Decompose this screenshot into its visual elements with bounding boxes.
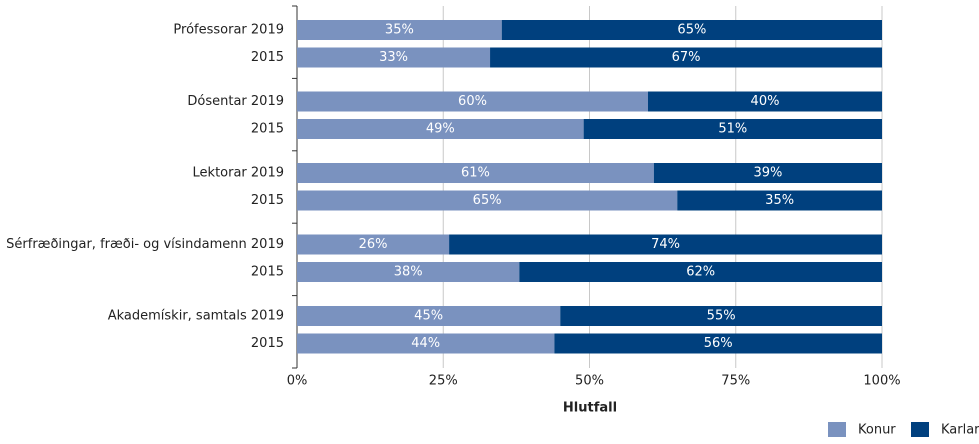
value-label: 49% bbox=[426, 122, 455, 137]
bar-segment bbox=[297, 47, 491, 68]
value-label: 61% bbox=[461, 166, 490, 181]
value-label: 67% bbox=[672, 50, 701, 65]
x-axis-label: Hlutfall bbox=[563, 401, 617, 416]
bar-segment bbox=[560, 306, 882, 326]
bar-segment bbox=[297, 190, 678, 211]
bar-segment bbox=[297, 163, 654, 183]
bar-segment bbox=[297, 91, 648, 112]
value-label: 65% bbox=[677, 23, 706, 38]
bar-segment bbox=[501, 20, 882, 40]
x-tick-label: 0% bbox=[287, 374, 308, 389]
y-tick-label: 2015 bbox=[251, 122, 284, 137]
value-label: 45% bbox=[414, 309, 443, 324]
bar-segment bbox=[297, 20, 502, 40]
bar-segment bbox=[490, 47, 882, 68]
y-tick-label: Akademískir, samtals 2019 bbox=[108, 309, 284, 324]
bar-segment bbox=[297, 306, 561, 326]
bar-segment bbox=[297, 119, 584, 139]
legend-label: Karlar bbox=[941, 423, 979, 438]
bar-segment bbox=[648, 91, 882, 112]
x-tick-label: 50% bbox=[575, 374, 604, 389]
value-label: 33% bbox=[379, 50, 408, 65]
legend-swatch bbox=[828, 422, 846, 437]
bar-segment bbox=[297, 262, 520, 282]
bar-segment bbox=[554, 333, 882, 354]
y-tick-label: Sérfræðingar, fræði- og vísindamenn 2019 bbox=[6, 237, 284, 252]
y-tick-label: Lektorar 2019 bbox=[193, 166, 284, 181]
value-label: 60% bbox=[458, 94, 487, 109]
bar-segment bbox=[519, 262, 882, 282]
value-label: 55% bbox=[707, 309, 736, 324]
bar-segment bbox=[653, 163, 882, 183]
value-label: 35% bbox=[385, 23, 414, 38]
x-tick-label: 100% bbox=[863, 374, 900, 389]
y-tick-label: 2015 bbox=[251, 336, 284, 351]
value-label: 26% bbox=[359, 237, 388, 252]
x-tick-label: 75% bbox=[721, 374, 750, 389]
bar-segment bbox=[297, 333, 555, 354]
value-label: 35% bbox=[765, 193, 794, 208]
value-label: 62% bbox=[686, 265, 715, 280]
y-tick-label: 2015 bbox=[251, 265, 284, 280]
bar-segment bbox=[297, 234, 450, 255]
y-tick-label: Dósentar 2019 bbox=[187, 94, 284, 109]
y-tick-label: 2015 bbox=[251, 50, 284, 65]
y-tick-label: 2015 bbox=[251, 193, 284, 208]
value-label: 65% bbox=[473, 193, 502, 208]
y-tick-label: Prófessorar 2019 bbox=[173, 23, 284, 38]
value-label: 74% bbox=[651, 237, 680, 252]
x-tick-label: 25% bbox=[429, 374, 458, 389]
value-label: 51% bbox=[718, 122, 747, 137]
value-label: 38% bbox=[394, 265, 423, 280]
value-label: 40% bbox=[751, 94, 780, 109]
legend-swatch bbox=[911, 422, 929, 437]
value-label: 56% bbox=[704, 336, 733, 351]
bar-segment bbox=[583, 119, 882, 139]
bar-segment bbox=[449, 234, 882, 255]
bar-segment bbox=[677, 190, 882, 211]
value-label: 44% bbox=[411, 336, 440, 351]
legend-label: Konur bbox=[858, 423, 896, 438]
value-label: 39% bbox=[753, 166, 782, 181]
